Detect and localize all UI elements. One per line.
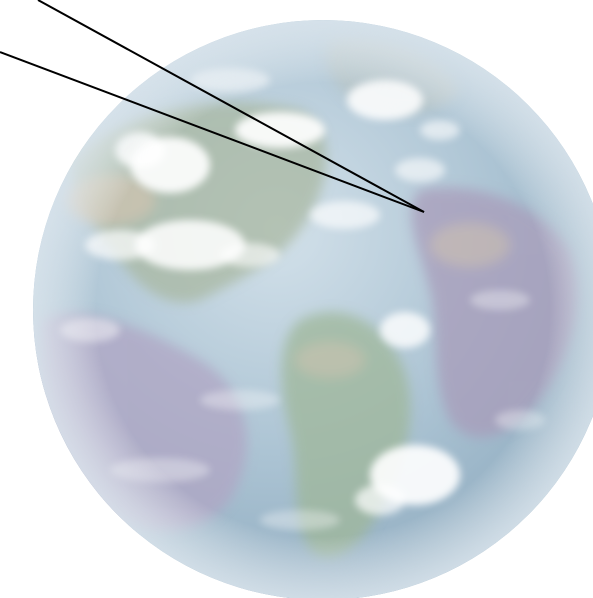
pointer-line-2 — [0, 51, 425, 213]
pointer-line-1 — [37, 0, 425, 213]
globe-surface — [33, 20, 593, 598]
